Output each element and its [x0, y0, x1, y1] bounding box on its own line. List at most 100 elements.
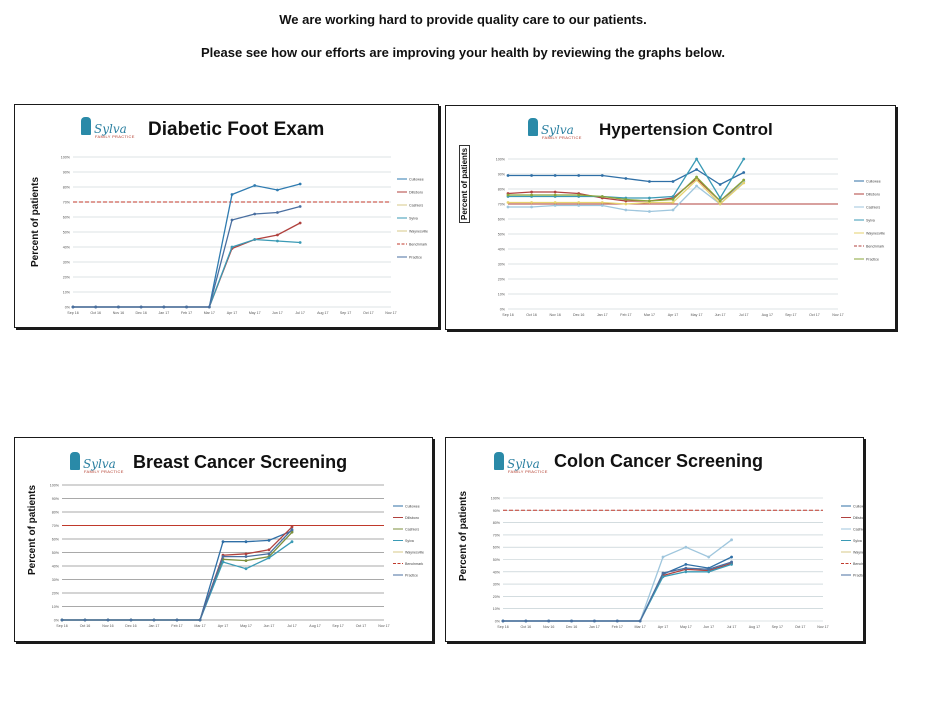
y-tick-label: 100%: [61, 156, 71, 160]
x-tick-label: Jul 17: [287, 624, 297, 628]
x-tick-label: Mar 17: [204, 311, 215, 315]
chart-canvas: 0% 10% 20% 30% 40% 50% 60% 70% 80% 90% 100% Sep 16 O…: [496, 157, 885, 318]
series-line: [73, 238, 301, 308]
legend-entry: Sylva: [853, 539, 862, 543]
x-tick-label: Feb 17: [612, 625, 623, 629]
y-tick-label: 50%: [52, 551, 60, 555]
data-point: [695, 157, 698, 161]
data-point: [695, 178, 698, 182]
data-point: [230, 245, 234, 249]
data-point: [267, 552, 271, 556]
data-point: [553, 204, 557, 207]
y-tick-label: 60%: [498, 218, 506, 222]
y-tick-label: 10%: [493, 607, 501, 611]
y-tick-label: 10%: [498, 293, 506, 297]
x-tick-label: Oct 17: [795, 625, 806, 629]
data-point: [661, 571, 665, 575]
logo-sub: FAMILY PRACTICE: [84, 469, 124, 474]
y-tick-label: 80%: [63, 186, 71, 190]
x-tick-label: May 17: [240, 624, 252, 628]
data-point: [742, 178, 746, 182]
data-point: [506, 174, 510, 177]
data-point: [718, 183, 722, 186]
x-tick-label: Jun 17: [703, 625, 714, 629]
data-point: [501, 619, 505, 623]
x-tick-label: Nov 16: [102, 624, 113, 628]
header-line-2: Please see how our efforts are improving…: [201, 45, 725, 60]
data-point: [671, 201, 675, 204]
data-point: [577, 193, 581, 197]
x-tick-label: Apr 17: [658, 625, 669, 629]
x-tick-label: Jan 17: [149, 624, 160, 628]
data-point: [244, 567, 248, 571]
logo-sub: FAMILY PRACTICE: [95, 134, 135, 139]
data-point: [83, 618, 87, 622]
x-tick-label: Feb 17: [620, 313, 631, 317]
x-tick-label: Sep 16: [502, 313, 513, 317]
data-point: [577, 174, 581, 177]
y-tick-label: 30%: [63, 261, 71, 265]
x-tick-label: Sep 17: [772, 625, 783, 629]
x-tick-label: Nov 17: [385, 311, 396, 315]
y-tick-label: 50%: [63, 231, 71, 235]
data-point: [221, 540, 225, 544]
legend-entry: Cashiers: [853, 527, 863, 531]
legend-entry: Waynesville: [405, 550, 424, 554]
sylva-logo: Sylva FAMILY PRACTICE: [494, 452, 547, 474]
data-point: [530, 193, 533, 197]
y-tick-label: 10%: [52, 605, 60, 609]
x-tick-label: Dec 16: [566, 625, 577, 629]
x-tick-label: Mar 17: [194, 624, 205, 628]
y-tick-label: 70%: [498, 203, 506, 207]
y-tick-label: 60%: [493, 546, 501, 550]
legend-entry: Sylva: [409, 216, 418, 220]
series-line: [503, 561, 732, 622]
logo-figure-icon: [528, 118, 538, 136]
data-point: [577, 201, 581, 204]
data-point: [684, 545, 688, 549]
x-tick-label: Sep 17: [340, 311, 351, 315]
y-tick-label: 70%: [493, 533, 501, 537]
x-tick-label: Oct 17: [363, 311, 374, 315]
data-point: [524, 619, 528, 623]
x-tick-label: Mar 17: [644, 313, 655, 317]
data-point: [553, 190, 557, 194]
series-line: [503, 556, 732, 622]
chart-panel-diabetic-foot: Sylva FAMILY PRACTICE Diabetic Foot Exam…: [14, 104, 439, 328]
x-tick-label: Feb 17: [171, 624, 182, 628]
y-tick-label: 20%: [498, 278, 506, 282]
data-point: [707, 570, 711, 574]
x-tick-label: Dec 16: [573, 313, 584, 317]
data-point: [624, 208, 628, 212]
x-tick-label: Jul 17: [727, 625, 737, 629]
series-line: [62, 531, 293, 621]
data-point: [600, 174, 604, 177]
y-tick-label: 0%: [54, 619, 60, 623]
data-point: [152, 618, 156, 622]
data-point: [648, 199, 651, 203]
logo-brand: Sylva: [541, 123, 574, 137]
data-point: [577, 204, 581, 207]
x-tick-label: Apr 17: [227, 311, 238, 315]
data-point: [624, 177, 628, 180]
data-point: [298, 221, 302, 225]
data-point: [506, 205, 510, 209]
legend-entry: Dillsboro: [405, 516, 419, 520]
y-tick-label: 90%: [493, 509, 501, 513]
data-point: [129, 618, 133, 622]
x-tick-label: Aug 17: [309, 624, 320, 628]
x-tick-label: Jan 17: [597, 313, 608, 317]
data-point: [530, 205, 533, 209]
x-tick-label: Sep 16: [67, 311, 78, 315]
x-tick-label: Jan 17: [589, 625, 600, 629]
legend-entry: Dillsboro: [409, 190, 423, 194]
x-tick-label: Sep 16: [56, 624, 67, 628]
sylva-logo: Sylva FAMILY PRACTICE: [70, 452, 123, 474]
x-tick-label: Jul 17: [295, 311, 305, 315]
x-tick-label: Dec 16: [135, 311, 146, 315]
data-point: [530, 201, 533, 204]
data-point: [648, 196, 651, 200]
data-point: [684, 570, 688, 574]
legend-entry: Cullowee: [409, 177, 424, 181]
y-tick-label: 60%: [63, 216, 71, 220]
